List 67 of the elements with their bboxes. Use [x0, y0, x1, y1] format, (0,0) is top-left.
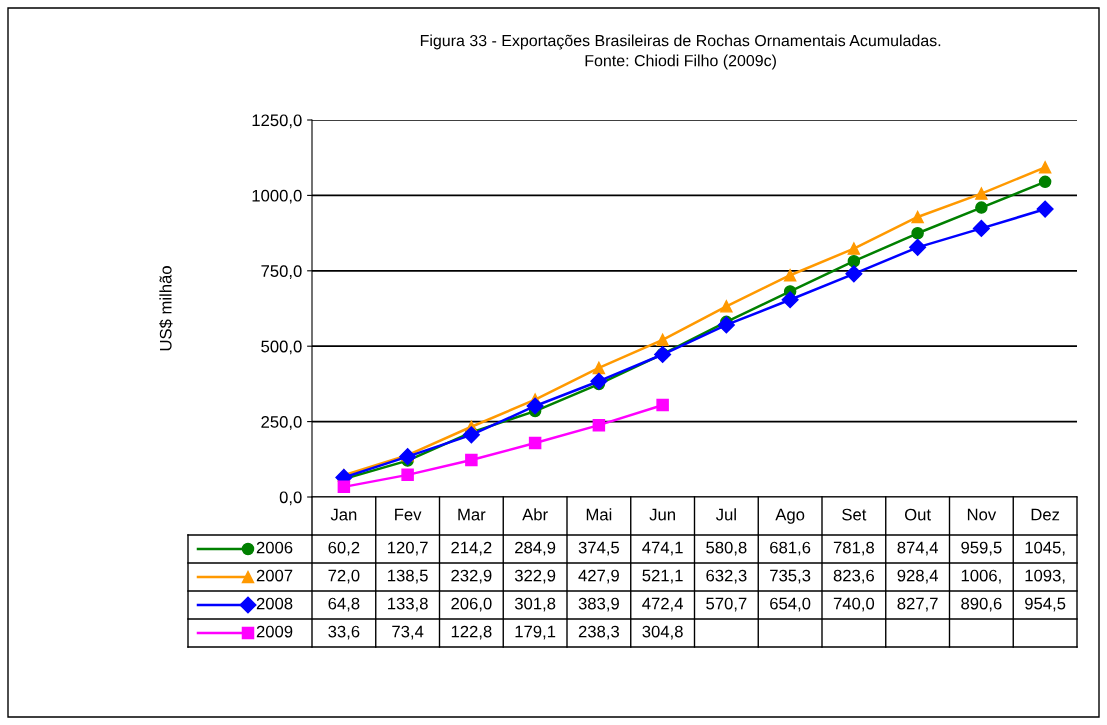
data-label: 890,6	[961, 597, 1002, 612]
y-tick-label: 0,0	[279, 491, 302, 506]
data-label: 60,2	[328, 541, 360, 556]
data-label: 474,1	[642, 541, 683, 556]
x-tick-label: Mai	[586, 508, 612, 521]
data-label: 73,4	[392, 625, 424, 640]
data-label: 1093,	[1025, 569, 1065, 584]
x-tick-label: Jul	[715, 508, 736, 521]
data-label: 179,1	[515, 625, 556, 640]
data-label: 374,5	[578, 541, 620, 556]
data-label: 521,1	[642, 569, 683, 584]
y-tick-label: 250,0	[261, 416, 302, 430]
x-tick-label: Jan	[330, 508, 357, 521]
data-label: 570,7	[706, 597, 747, 612]
data-label: 238,3	[578, 625, 619, 640]
legend-label: 2008	[256, 597, 293, 610]
x-tick-label: Jun	[649, 508, 675, 521]
data-label: 206,0	[451, 597, 492, 612]
x-tick-label: Fev	[395, 508, 422, 521]
data-label: 120,7	[388, 541, 428, 556]
data-label: 735,3	[770, 569, 811, 584]
y-tick-label: 500,0	[261, 340, 302, 355]
data-label: 1006,	[961, 569, 1001, 584]
data-label: 1045,	[1025, 541, 1065, 556]
x-tick-label: Dez	[1031, 508, 1060, 521]
data-label: 383,9	[578, 597, 619, 612]
data-label: 232,9	[451, 569, 492, 584]
data-label: 874,4	[897, 541, 938, 556]
x-tick-label: Set	[842, 508, 867, 521]
data-label: 304,8	[642, 625, 683, 640]
data-label: 284,9	[515, 541, 556, 556]
data-label: 959,5	[961, 541, 1002, 556]
data-label: 580,8	[706, 541, 747, 556]
data-label: 72,0	[328, 569, 360, 584]
data-label: 301,8	[514, 597, 556, 612]
data-label: 827,7	[897, 597, 938, 612]
data-label: 427,9	[578, 569, 619, 584]
data-label: 740,0	[833, 597, 875, 612]
x-tick-label: Out	[904, 508, 931, 521]
data-label: 681,6	[770, 541, 811, 556]
y-tick-label: 1000,0	[252, 189, 302, 204]
data-label: 823,6	[833, 569, 874, 584]
data-label: 654,0	[770, 597, 811, 612]
data-label: 954,5	[1025, 597, 1066, 612]
data-label: 122,8	[451, 625, 492, 640]
data-label: 64,8	[328, 597, 360, 612]
chart-subtitle: Fonte: Chiodi Filho (2009c)	[585, 54, 776, 70]
data-label: 138,5	[388, 569, 428, 584]
legend-label: 2006	[256, 541, 293, 554]
legend-label: 2007	[256, 569, 293, 582]
data-label: 472,4	[642, 597, 683, 612]
data-label: 214,2	[451, 541, 492, 556]
data-label: 928,4	[897, 569, 938, 584]
y-tick-label: 750,0	[261, 265, 302, 279]
data-label: 632,3	[706, 569, 747, 584]
data-label: 133,8	[388, 597, 428, 612]
x-tick-label: Nov	[967, 508, 997, 521]
y-axis-title: US$ milhão	[159, 266, 173, 351]
data-label: 781,8	[833, 541, 875, 556]
x-tick-label: Ago	[775, 508, 805, 524]
data-label: 33,6	[328, 625, 360, 640]
chart-title: Figura 33 - Exportações Brasileiras de Rochas Ornamentais Acumuladas.	[420, 34, 941, 50]
x-tick-label: Mar	[458, 508, 486, 521]
legend-label: 2009	[256, 625, 293, 638]
y-tick-label: 1250,0	[252, 114, 302, 129]
data-label: 322,9	[514, 569, 556, 584]
x-tick-label: Abr	[522, 508, 548, 521]
